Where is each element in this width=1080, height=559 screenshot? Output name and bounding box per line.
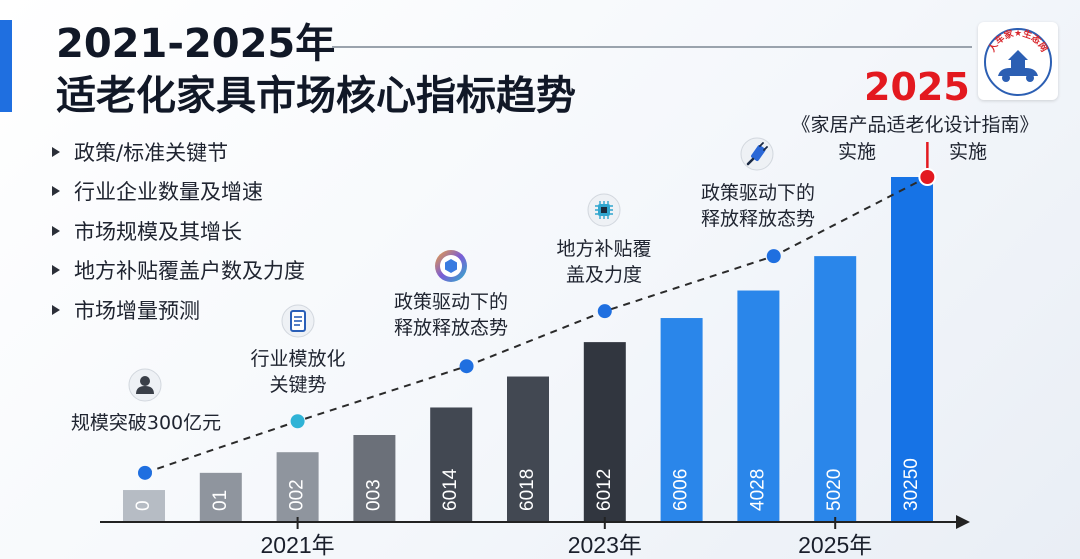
trend-line	[144, 176, 928, 474]
bar	[737, 290, 780, 521]
bar-value-label: 002	[287, 479, 308, 511]
bar	[660, 318, 703, 521]
indicator-item: 市场规模及其增长	[52, 211, 305, 251]
bar-value-label: 6006	[671, 469, 692, 511]
indicator-label: 政策/标准关键节	[74, 140, 229, 165]
x-axis-arrow-icon	[956, 515, 970, 529]
trend-point	[597, 304, 612, 319]
trend-point	[766, 249, 781, 264]
indicator-label: 市场规模及其增长	[74, 219, 242, 244]
cube-app-icon	[435, 250, 467, 282]
bullet-triangle-icon	[52, 225, 60, 236]
indicator-item: 行业企业数量及增速	[52, 172, 305, 212]
person-avatar-icon	[128, 368, 162, 402]
trend-point	[920, 170, 935, 184]
bar-value-label: 003	[363, 479, 384, 511]
annotation-line: 地方补贴覆	[556, 238, 652, 260]
guide-title: 《家居产品适老化设计指南》	[791, 114, 1039, 136]
title-divider	[332, 46, 972, 48]
highlight-year: 2025	[864, 65, 970, 109]
milestone-annotation: 政策驱动下的 释放释放态势	[351, 289, 551, 341]
guide-status-left: 实施	[838, 141, 877, 163]
plug-connector-icon	[740, 137, 774, 171]
indicator-label: 地方补贴覆盖户数及力度	[74, 259, 305, 284]
bar	[507, 376, 549, 521]
milestone-annotation: 地方补贴覆 盖及力度	[504, 236, 704, 288]
bar-value-label: 4028	[747, 469, 768, 511]
x-tick-label: 2021年	[261, 532, 335, 558]
indicator-label: 市场增量预测	[74, 298, 200, 323]
bullet-triangle-icon	[52, 304, 60, 315]
accent-bar	[0, 20, 12, 112]
bar-value-label: 6012	[594, 469, 615, 511]
bar	[583, 342, 626, 521]
annotation-line: 政策驱动下的	[393, 291, 508, 313]
guide-status-right: 实施	[949, 141, 988, 163]
indicator-item: 政策/标准关键节	[52, 132, 305, 172]
bar-value-label: 0	[133, 500, 154, 511]
milestone-annotation: 行业模放化 关键势	[198, 346, 398, 398]
annotation-line: 行业模放化	[250, 348, 346, 370]
indicator-list: 政策/标准关键节 行业企业数量及增速 市场规模及其增长 地方补贴覆盖户数及力度 …	[52, 132, 305, 330]
annotation-line: 关键势	[269, 374, 327, 396]
bullet-triangle-icon	[52, 146, 60, 157]
bar-value-label: 6018	[517, 469, 538, 511]
chip-icon	[587, 193, 621, 227]
annotation-line: 规模突破300亿元	[70, 412, 222, 434]
milestone-annotation: 规模突破300亿元	[46, 410, 246, 436]
bullet-triangle-icon	[52, 186, 60, 197]
x-tick-label: 2023年	[568, 532, 642, 558]
trend-point	[459, 359, 474, 374]
bar	[814, 256, 857, 521]
page-title: 适老化家具市场核心指标趋势	[56, 73, 576, 119]
annotation-line: 盖及力度	[565, 264, 642, 286]
bar	[353, 435, 396, 521]
indicator-item: 市场增量预测	[52, 290, 305, 330]
bar-value-label: 6014	[440, 468, 461, 511]
indicator-label: 行业企业数量及增速	[74, 180, 263, 205]
annotation-line: 释放释放态势	[393, 317, 508, 339]
bar	[123, 490, 165, 521]
bar	[199, 472, 242, 521]
bar	[891, 177, 933, 521]
clipboard-document-icon	[281, 304, 315, 338]
bar	[430, 407, 473, 521]
bar-value-label: 30250	[901, 458, 922, 511]
trend-point	[138, 465, 152, 480]
trend-point	[290, 414, 305, 429]
annotation-line: 政策驱动下的	[700, 182, 815, 204]
milestone-annotation: 政策驱动下的 释放释放态势	[658, 180, 858, 232]
x-tick-label: 2025年	[798, 532, 872, 558]
annotation-line: 释放释放态势	[700, 208, 815, 230]
page-title-years: 2021-2025年	[56, 21, 336, 67]
brand-logo: 人车家★生态网	[978, 22, 1058, 100]
indicator-item: 地方补贴覆盖户数及力度	[52, 251, 305, 291]
bar-value-label: 5020	[824, 469, 845, 511]
car-house-logo-icon: 人车家★生态网	[984, 27, 1052, 96]
bar-value-label: 01	[210, 490, 231, 511]
bullet-triangle-icon	[52, 265, 60, 276]
bar	[276, 452, 319, 521]
